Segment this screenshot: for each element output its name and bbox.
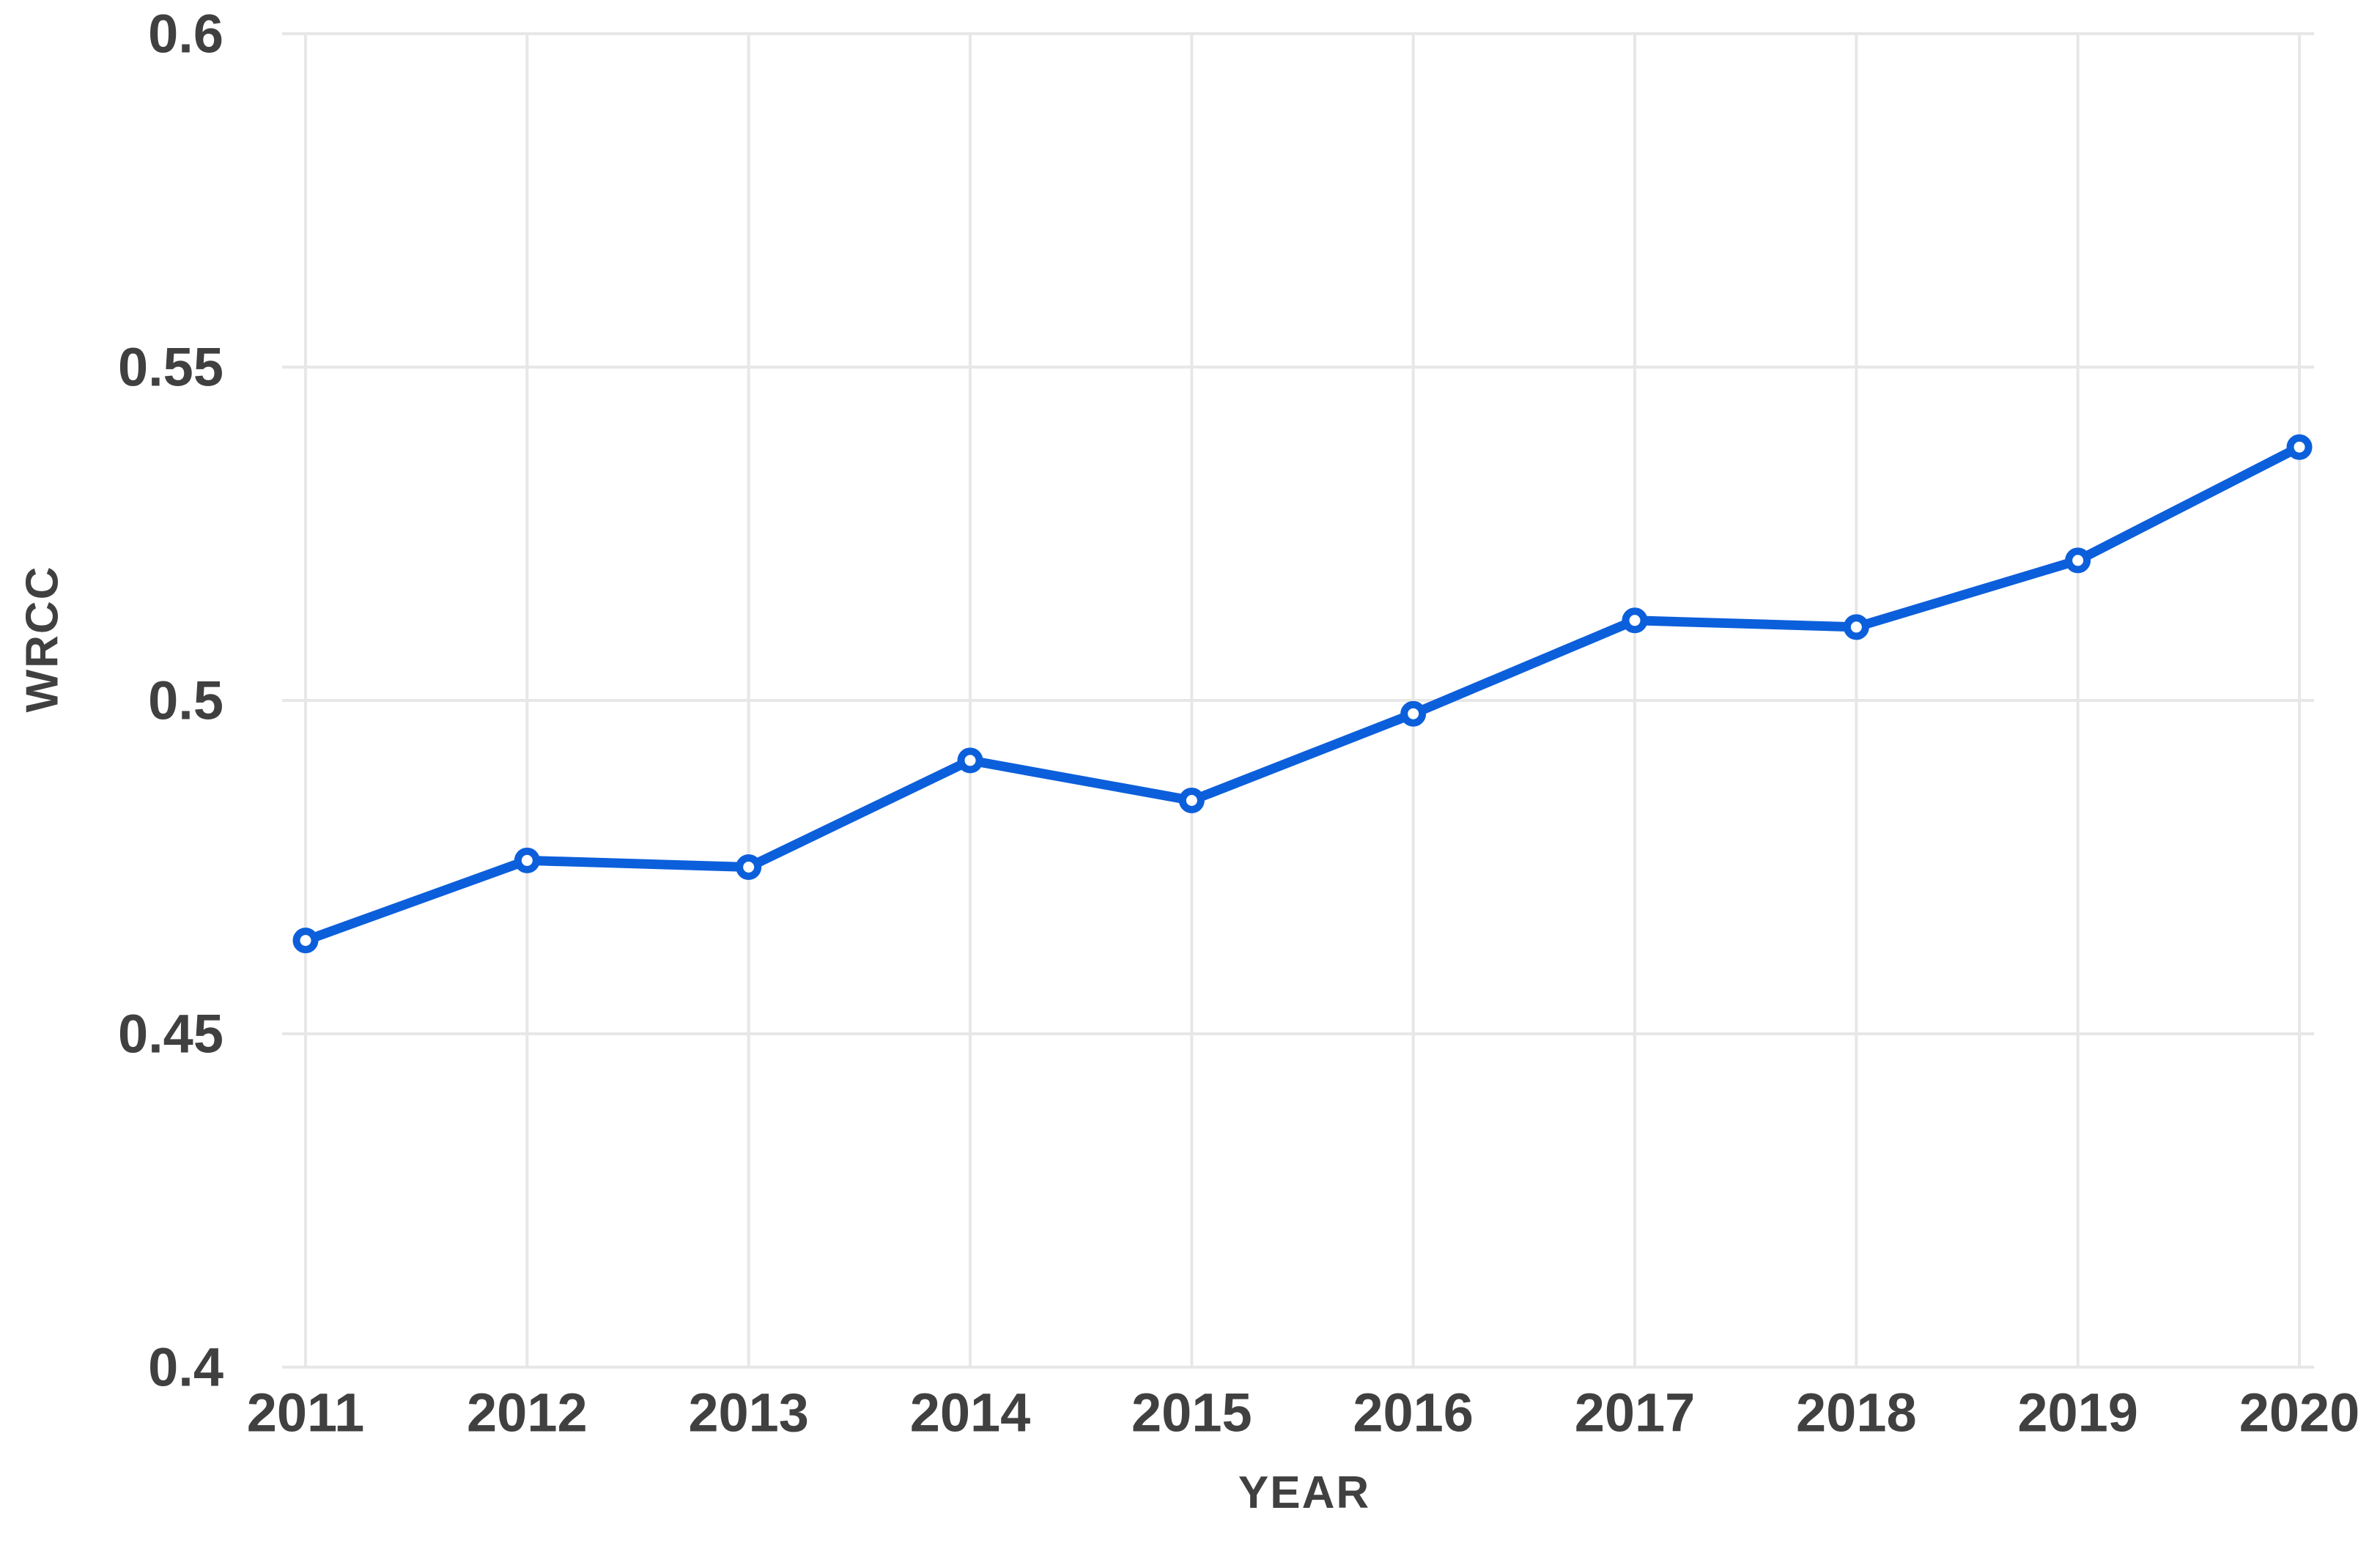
data-point-marker [1178, 788, 1205, 813]
x-tick-label: 2012 [467, 1383, 588, 1443]
x-tick-label: 2011 [247, 1383, 365, 1443]
y-tick-label: 0.6 [148, 4, 223, 64]
data-point-marker [1400, 700, 1427, 727]
y-tick-label: 0.5 [148, 670, 223, 731]
x-tick-label: 2017 [1575, 1383, 1696, 1443]
x-tick-label: 2016 [1353, 1383, 1474, 1443]
data-point-marker [292, 928, 319, 954]
x-tick-label: 2020 [2239, 1383, 2360, 1443]
x-tick-label: 2018 [1796, 1383, 1917, 1443]
data-point-marker [736, 854, 762, 880]
data-point-marker [2286, 434, 2313, 460]
data-point-marker [1843, 614, 1869, 640]
x-tick-label: 2015 [1131, 1383, 1252, 1443]
x-tick-label: 2019 [2017, 1383, 2138, 1443]
y-axis-title: WRCC [17, 565, 68, 713]
y-tick-label: 0.4 [148, 1337, 223, 1398]
x-tick-label: 2013 [688, 1383, 809, 1443]
data-point-marker [1622, 607, 1648, 634]
x-axis-title: YEAR [1238, 1468, 1371, 1518]
series-line [300, 442, 2305, 946]
data-point-marker [514, 847, 540, 873]
x-tick-label: 2014 [910, 1383, 1031, 1443]
y-tick-label: 0.55 [118, 337, 223, 398]
data-point-marker [957, 747, 983, 774]
y-tick-label: 0.45 [118, 1004, 223, 1065]
data-point-marker [2065, 547, 2091, 574]
